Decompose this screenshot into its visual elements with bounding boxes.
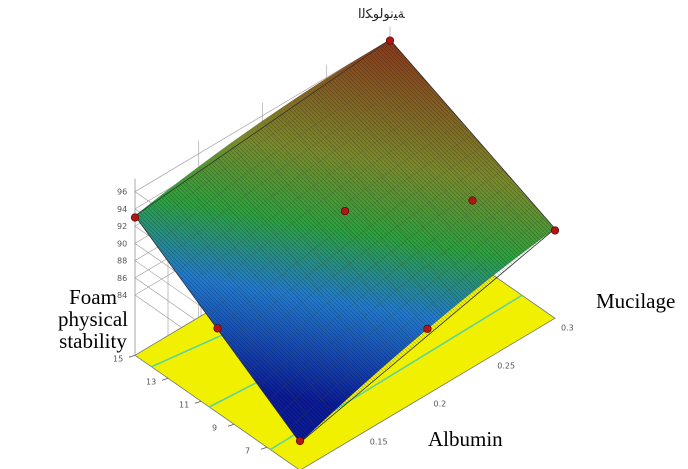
albumin-axis-label: Albumin bbox=[428, 427, 503, 451]
design-points bbox=[130, 36, 560, 446]
mucilage-axis-label: Mucilage bbox=[596, 289, 676, 313]
tick-mark bbox=[161, 377, 169, 381]
tick-mark bbox=[227, 423, 235, 427]
design-point bbox=[468, 196, 477, 205]
z-tick-label: 88 bbox=[117, 257, 127, 266]
mucilage-tick-label: 15 bbox=[113, 354, 123, 363]
albumin-tick-label: 0.25 bbox=[497, 361, 515, 370]
z-tick-label: 86 bbox=[117, 274, 127, 283]
z-tick-label: 90 bbox=[117, 239, 127, 248]
albumin-tick-label: 0.15 bbox=[370, 437, 388, 446]
z-tick-label: 92 bbox=[117, 222, 127, 231]
z-tick-label: 84 bbox=[117, 291, 127, 300]
design-point bbox=[550, 226, 560, 235]
tick-labels: 848688909294965791113150.10.150.20.250.3 bbox=[113, 188, 574, 456]
z-tick-label: 96 bbox=[117, 188, 127, 197]
tick-mark bbox=[194, 400, 202, 404]
z-axis-label: Foam physical stability bbox=[58, 286, 128, 353]
mucilage-tick-label: 7 bbox=[245, 446, 250, 455]
mucilage-tick-label: 11 bbox=[179, 400, 189, 409]
mucilage-tick-label: 9 bbox=[212, 423, 217, 432]
design-point bbox=[385, 36, 395, 45]
z-tick-label: 94 bbox=[117, 205, 127, 214]
albumin-tick-label: 0.2 bbox=[434, 399, 447, 408]
design-point bbox=[130, 213, 140, 222]
response-surface bbox=[134, 39, 556, 444]
tick-mark bbox=[260, 446, 268, 450]
page-title: ﺔﻴﻧﻮﻟﻮﻜﻟا bbox=[358, 8, 405, 22]
tick-mark bbox=[128, 354, 136, 358]
design-point bbox=[340, 206, 350, 216]
design-point bbox=[213, 324, 222, 333]
albumin-tick-label: 0.3 bbox=[561, 323, 574, 332]
design-point bbox=[295, 436, 305, 446]
design-point bbox=[423, 324, 432, 333]
mucilage-tick-label: 13 bbox=[146, 377, 156, 386]
